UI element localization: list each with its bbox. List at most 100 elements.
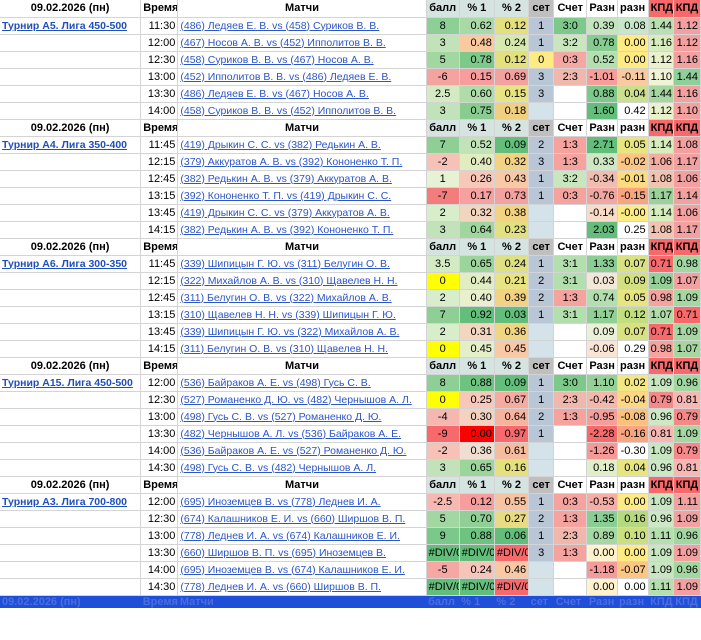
tournament-link[interactable]: Турнир А4. Лига 350-400 [0, 136, 142, 154]
match-link[interactable]: (536) Байраков А. Е. vs (527) Романенко … [177, 442, 427, 460]
ball-cell: -4 [426, 408, 460, 426]
raz2-cell: 0.29 [617, 340, 649, 358]
match-link[interactable]: (458) Суриков В. В. vs (467) Носов А. В. [177, 51, 427, 69]
p1-cell: 0.65 [459, 459, 495, 477]
match-link[interactable]: (482) Чернышов А. Л. vs (536) Байраков А… [177, 425, 427, 443]
header-raz1: Разн [586, 0, 618, 18]
ball-cell: 8 [426, 374, 460, 392]
match-link[interactable]: (695) Иноземцев В. vs (674) Калашников Е… [177, 561, 427, 579]
raz2-cell: 0.10 [617, 527, 649, 545]
tournament-link[interactable]: Турнир А15. Лига 450-500 [0, 374, 142, 392]
header-matches: Матчи [177, 595, 427, 608]
match-link[interactable]: (458) Суриков В. В. vs (452) Ипполитов В… [177, 102, 427, 120]
raz1-cell: 0.09 [586, 323, 618, 341]
match-row: 14:30 (498) Гусь С. В. vs (482) Чернышов … [0, 459, 701, 477]
match-row: Турнир А3. Лига 700-800 12:00 (695) Инозем… [0, 493, 701, 511]
match-link[interactable]: (339) Шипицын Г. Ю. vs (322) Михайлов А.… [177, 323, 427, 341]
raz2-cell: -0.16 [617, 425, 649, 443]
raz2-cell: 0.05 [617, 136, 649, 154]
match-link[interactable]: (536) Байраков А. Е. vs (498) Гусь С. В. [177, 374, 427, 392]
tournament-cell [0, 102, 142, 120]
match-link[interactable]: (778) Леднев И. А. vs (660) Ширшов В. П. [177, 578, 427, 596]
match-link[interactable]: (392) Кононенко Т. П. vs (419) Дрыкин С.… [177, 187, 427, 205]
match-time: 13:00 [140, 527, 179, 545]
p2-cell: #DIV/0! [494, 544, 530, 562]
kpd2-cell: 1.08 [673, 136, 701, 154]
header-score: Счет [553, 238, 588, 256]
p2-cell: 0.24 [494, 34, 530, 52]
raz1-cell: 0.89 [586, 527, 618, 545]
p1-cell: 0.44 [459, 272, 495, 290]
match-row: 13:30 (486) Ледяев Е. В. vs (467) Носов А… [0, 85, 701, 103]
match-row: Турнир А4. Лига 350-400 11:45 (419) Дрыкин… [0, 136, 701, 154]
match-row: 13:15 (310) Щавелев Н. Н. vs (339) Шипицы… [0, 306, 701, 324]
raz1-cell: 0.03 [586, 272, 618, 290]
kpd2-cell: 1.17 [673, 221, 701, 239]
header-raz2: разн [617, 357, 649, 375]
ball-cell: 2.5 [426, 85, 460, 103]
match-link[interactable]: (311) Белугин О. В. vs (322) Михайлов А.… [177, 289, 427, 307]
match-link[interactable]: (778) Леднев И. А. vs (674) Калашников Е… [177, 527, 427, 545]
match-row: 13:45 (419) Дрыкин С. С. vs (379) Аккурат… [0, 204, 701, 222]
match-link[interactable]: (311) Белугин О. В. vs (310) Щавелев Н. … [177, 340, 427, 358]
match-link[interactable]: (498) Гусь С. В. vs (527) Романенко Д. Ю… [177, 408, 427, 426]
set-cell: 1 [528, 170, 555, 188]
tournament-link[interactable]: Турнир А3. Лига 700-800 [0, 493, 142, 511]
match-link[interactable]: (695) Иноземцев В. vs (778) Леднев И. А. [177, 493, 427, 511]
match-link[interactable]: (486) Ледяев Е. В. vs (458) Суриков В. В… [177, 17, 427, 35]
match-link[interactable]: (419) Дрыкин С. С. vs (382) Редькин А. В… [177, 136, 427, 154]
tournament-link[interactable]: Турнир А6. Лига 300-350 [0, 255, 142, 273]
score-cell [553, 561, 588, 579]
set-cell [528, 323, 555, 341]
set-cell: 1 [528, 493, 555, 511]
header-p2: % 2 [494, 119, 530, 137]
match-row: 13:00 (498) Гусь С. В. vs (527) Романенко… [0, 408, 701, 426]
raz2-cell: -0.04 [617, 391, 649, 409]
match-link[interactable]: (674) Калашников Е. И. vs (660) Ширшов В… [177, 510, 427, 528]
header-raz2: разн [617, 119, 649, 137]
group-header-row: 09.02.2026 (пн) Время Матчи балл% 1% 2 сет Сч… [0, 476, 701, 494]
tournament-cell [0, 68, 142, 86]
match-link[interactable]: (379) Аккуратов А. В. vs (392) Кононенко… [177, 153, 427, 171]
raz1-cell: -2.28 [586, 425, 618, 443]
match-link[interactable]: (467) Носов А. В. vs (452) Ипполитов В. … [177, 34, 427, 52]
match-link[interactable]: (498) Гусь С. В. vs (482) Чернышов А. Л. [177, 459, 427, 477]
set-cell: 2 [528, 136, 555, 154]
match-link[interactable]: (527) Романенко Д. Ю. vs (482) Чернышов … [177, 391, 427, 409]
match-link[interactable]: (382) Редькин А. В. vs (379) Аккуратов А… [177, 170, 427, 188]
p2-cell: 0.61 [494, 442, 530, 460]
match-link[interactable]: (322) Михайлов А. В. vs (310) Щавелев Н.… [177, 272, 427, 290]
set-cell: 3 [528, 153, 555, 171]
kpd1-cell: 0.96 [648, 459, 674, 477]
score-cell: 3:1 [553, 255, 588, 273]
group-header-row: 09.02.2026 (пн) Время Матчи балл% 1% 2 сет Сч… [0, 238, 701, 256]
match-link[interactable]: (419) Дрыкин С. С. vs (379) Аккуратов А.… [177, 204, 427, 222]
match-link[interactable]: (310) Щавелев Н. Н. vs (339) Шипицын Г. … [177, 306, 427, 324]
raz1-cell: 0.00 [586, 578, 618, 596]
header-date: 09.02.2026 (пн) [0, 595, 141, 608]
match-link[interactable]: (339) Шипицын Г. Ю. vs (311) Белугин О. … [177, 255, 427, 273]
match-time: 12:00 [140, 34, 179, 52]
match-link[interactable]: (452) Ипполитов В. В. vs (486) Ледяев Е.… [177, 68, 427, 86]
p2-cell: 0.24 [494, 255, 530, 273]
header-time: Время [140, 0, 179, 18]
p1-cell: 0.64 [459, 221, 495, 239]
p1-cell: 0.31 [459, 323, 495, 341]
p1-cell: #DIV/0! [459, 578, 495, 596]
match-link[interactable]: (382) Редькин А. В. vs (392) Кононенко Т… [177, 221, 427, 239]
match-link[interactable]: (660) Ширшов В. П. vs (695) Иноземцев В. [177, 544, 427, 562]
score-cell [553, 578, 588, 596]
raz2-cell: 0.12 [617, 306, 649, 324]
p2-cell: 0.12 [494, 17, 530, 35]
score-cell: 3:0 [553, 374, 588, 392]
kpd1-cell: 0.71 [648, 323, 674, 341]
match-time: 14:15 [140, 340, 179, 358]
score-cell [553, 459, 588, 477]
p2-cell: 0.18 [494, 102, 530, 120]
score-cell [553, 425, 588, 443]
match-time: 11:30 [140, 17, 179, 35]
match-link[interactable]: (486) Ледяев Е. В. vs (467) Носов А. В. [177, 85, 427, 103]
header-ball: балл [426, 0, 460, 18]
tournament-link[interactable]: Турнир А5. Лига 450-500 [0, 17, 142, 35]
p2-cell: 0.73 [494, 187, 530, 205]
